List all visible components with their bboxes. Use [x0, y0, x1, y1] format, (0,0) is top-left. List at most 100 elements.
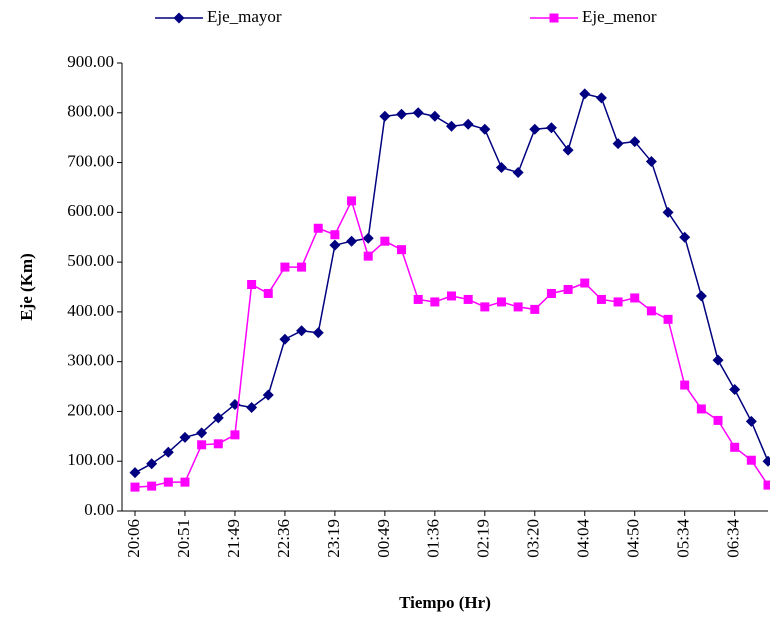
- marker: [413, 294, 423, 304]
- marker: [146, 458, 158, 470]
- marker: [247, 280, 257, 290]
- marker: [129, 467, 141, 479]
- marker: [446, 120, 457, 132]
- x-tick-label: 02:19: [474, 519, 493, 558]
- y-tick-label: 700.00: [67, 151, 114, 170]
- marker: [479, 123, 491, 135]
- marker: [730, 442, 740, 452]
- marker: [613, 297, 623, 307]
- marker: [763, 480, 770, 490]
- marker: [746, 455, 756, 465]
- y-tick-label: 0.00: [84, 500, 114, 519]
- marker: [147, 481, 157, 491]
- x-tick-label: 04:04: [574, 519, 593, 558]
- marker: [262, 389, 274, 401]
- marker: [580, 278, 590, 288]
- x-tick-label: 03:20: [524, 519, 543, 558]
- marker: [462, 118, 474, 130]
- marker: [447, 291, 456, 301]
- marker: [346, 235, 358, 247]
- y-tick-label: 300.00: [67, 351, 114, 370]
- marker: [549, 13, 559, 23]
- marker: [312, 327, 324, 339]
- marker: [380, 236, 390, 246]
- marker: [179, 431, 191, 443]
- marker: [180, 477, 190, 487]
- marker: [162, 446, 174, 458]
- marker: [279, 333, 291, 345]
- marker: [363, 251, 373, 261]
- marker: [296, 325, 308, 337]
- marker: [430, 297, 440, 307]
- y-tick-label: 400.00: [67, 301, 114, 320]
- marker: [329, 239, 341, 251]
- marker: [713, 415, 723, 425]
- marker: [230, 430, 240, 440]
- series-line: [134, 198, 769, 488]
- marker: [679, 231, 691, 243]
- series-line: [134, 92, 769, 474]
- marker: [579, 88, 591, 100]
- marker: [347, 196, 357, 206]
- marker: [545, 122, 557, 134]
- y-tick-label: 500.00: [67, 251, 114, 270]
- marker: [429, 110, 441, 122]
- marker: [495, 162, 507, 174]
- series: [130, 196, 770, 492]
- x-tick-label: 06:34: [724, 519, 743, 558]
- marker: [530, 304, 540, 314]
- marker: [330, 230, 340, 240]
- marker: [563, 284, 573, 294]
- marker: [645, 156, 657, 168]
- legend-label: Eje_mayor: [207, 7, 282, 26]
- marker: [612, 138, 624, 150]
- marker: [163, 477, 173, 487]
- marker: [463, 294, 473, 304]
- marker: [173, 12, 185, 24]
- marker: [512, 167, 524, 179]
- x-tick-label: 20:06: [124, 519, 143, 558]
- y-tick-label: 200.00: [67, 400, 114, 419]
- marker: [663, 314, 673, 324]
- marker: [630, 293, 640, 303]
- marker: [696, 404, 706, 414]
- marker: [546, 288, 556, 298]
- marker: [729, 384, 741, 396]
- x-tick-label: 01:36: [424, 519, 443, 558]
- y-tick-label: 600.00: [67, 201, 114, 220]
- y-axis-title: Eje (Km): [17, 253, 36, 321]
- marker: [362, 232, 374, 244]
- marker: [513, 302, 523, 312]
- marker: [680, 380, 690, 390]
- x-tick-label: 00:49: [374, 519, 393, 558]
- marker: [662, 206, 674, 218]
- marker: [595, 92, 607, 104]
- marker: [529, 123, 541, 135]
- marker: [562, 144, 574, 156]
- y-tick-label: 900.00: [67, 52, 114, 71]
- marker: [313, 223, 323, 233]
- x-tick-label: 23:19: [324, 519, 343, 558]
- marker: [297, 262, 307, 272]
- x-tick-label: 20:51: [174, 519, 193, 558]
- x-tick-label: 05:34: [674, 519, 693, 558]
- marker: [196, 427, 208, 439]
- marker: [263, 288, 273, 298]
- marker: [712, 354, 724, 366]
- marker: [629, 136, 641, 148]
- marker: [596, 294, 606, 304]
- marker: [496, 297, 506, 307]
- series: [129, 88, 770, 479]
- marker: [412, 107, 424, 119]
- x-tick-label: 22:36: [274, 519, 293, 558]
- x-tick-label: 21:49: [224, 519, 243, 558]
- marker: [246, 401, 258, 413]
- marker: [396, 108, 408, 120]
- marker: [397, 245, 407, 255]
- x-tick-label: 04:50: [624, 519, 643, 558]
- marker: [762, 455, 770, 467]
- marker: [212, 412, 224, 424]
- marker: [213, 439, 223, 449]
